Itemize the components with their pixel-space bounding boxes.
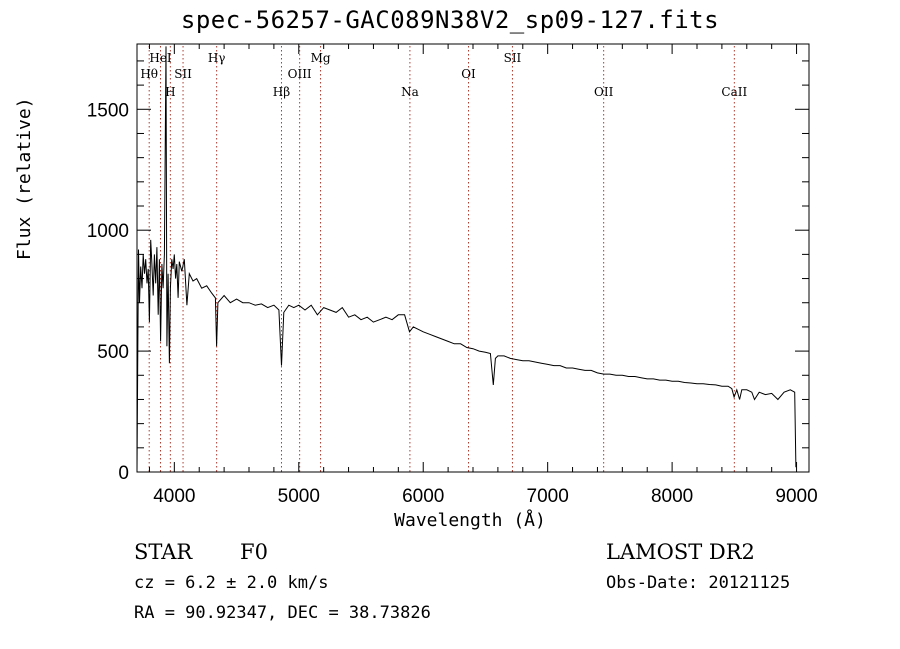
line-marker-label: Hγ <box>208 51 226 65</box>
chart-title: spec-56257-GAC089N38V2_sp09-127.fits <box>180 6 720 34</box>
coordinates-text: RA = 90.92347, DEC = 38.73826 <box>134 603 431 623</box>
line-marker-label: Hθ <box>140 67 158 81</box>
spectrum-line <box>136 46 797 473</box>
line-marker-label: HeI <box>149 51 172 65</box>
spectral-subclass: F0 <box>240 540 268 564</box>
object-type: STAR <box>134 540 193 564</box>
x-axis-ticks: 4000 5000 6000 7000 8000 9000 <box>148 44 818 507</box>
x-tick-label: 8000 <box>651 486 693 507</box>
line-marker-label: Mg <box>311 51 331 65</box>
y-axis-label: Flux (relative) <box>14 97 35 260</box>
x-axis-label: Wavelength (Å) <box>394 510 546 531</box>
y-tick-label: 500 <box>97 342 129 363</box>
line-marker-label: CaII <box>721 85 747 99</box>
line-marker-label: OII <box>594 85 614 99</box>
velocity-text: cz = 6.2 ± 2.0 km/s <box>134 573 329 593</box>
x-tick-label: 9000 <box>775 486 817 507</box>
plot-frame <box>136 43 810 473</box>
survey-name: LAMOST DR2 <box>606 540 755 564</box>
x-tick-label: 6000 <box>402 486 444 507</box>
line-marker-label: OIII <box>288 67 312 81</box>
x-tick-label: 4000 <box>153 486 195 507</box>
line-marker-labels: Hθ HeI H SII Hγ Hβ OIII Mg Na OI SII OII CaII <box>140 51 747 99</box>
line-marker-label: OI <box>461 67 476 81</box>
y-tick-label: 1000 <box>87 221 129 242</box>
y-tick-label: 1500 <box>87 100 129 121</box>
line-marker-label: SII <box>504 51 522 65</box>
y-tick-label: 0 <box>118 463 129 484</box>
line-marker-label: SII <box>174 67 192 81</box>
x-tick-label: 5000 <box>278 486 320 507</box>
obs-date-text: Obs-Date: 20121125 <box>606 573 791 593</box>
line-marker-label: Na <box>401 85 419 99</box>
y-axis-ticks: 0 500 1000 1500 <box>87 60 809 484</box>
line-marker-label: H <box>165 85 175 99</box>
line-marker-label: Hβ <box>273 85 290 99</box>
line-markers <box>148 46 735 472</box>
x-tick-label: 7000 <box>527 486 569 507</box>
